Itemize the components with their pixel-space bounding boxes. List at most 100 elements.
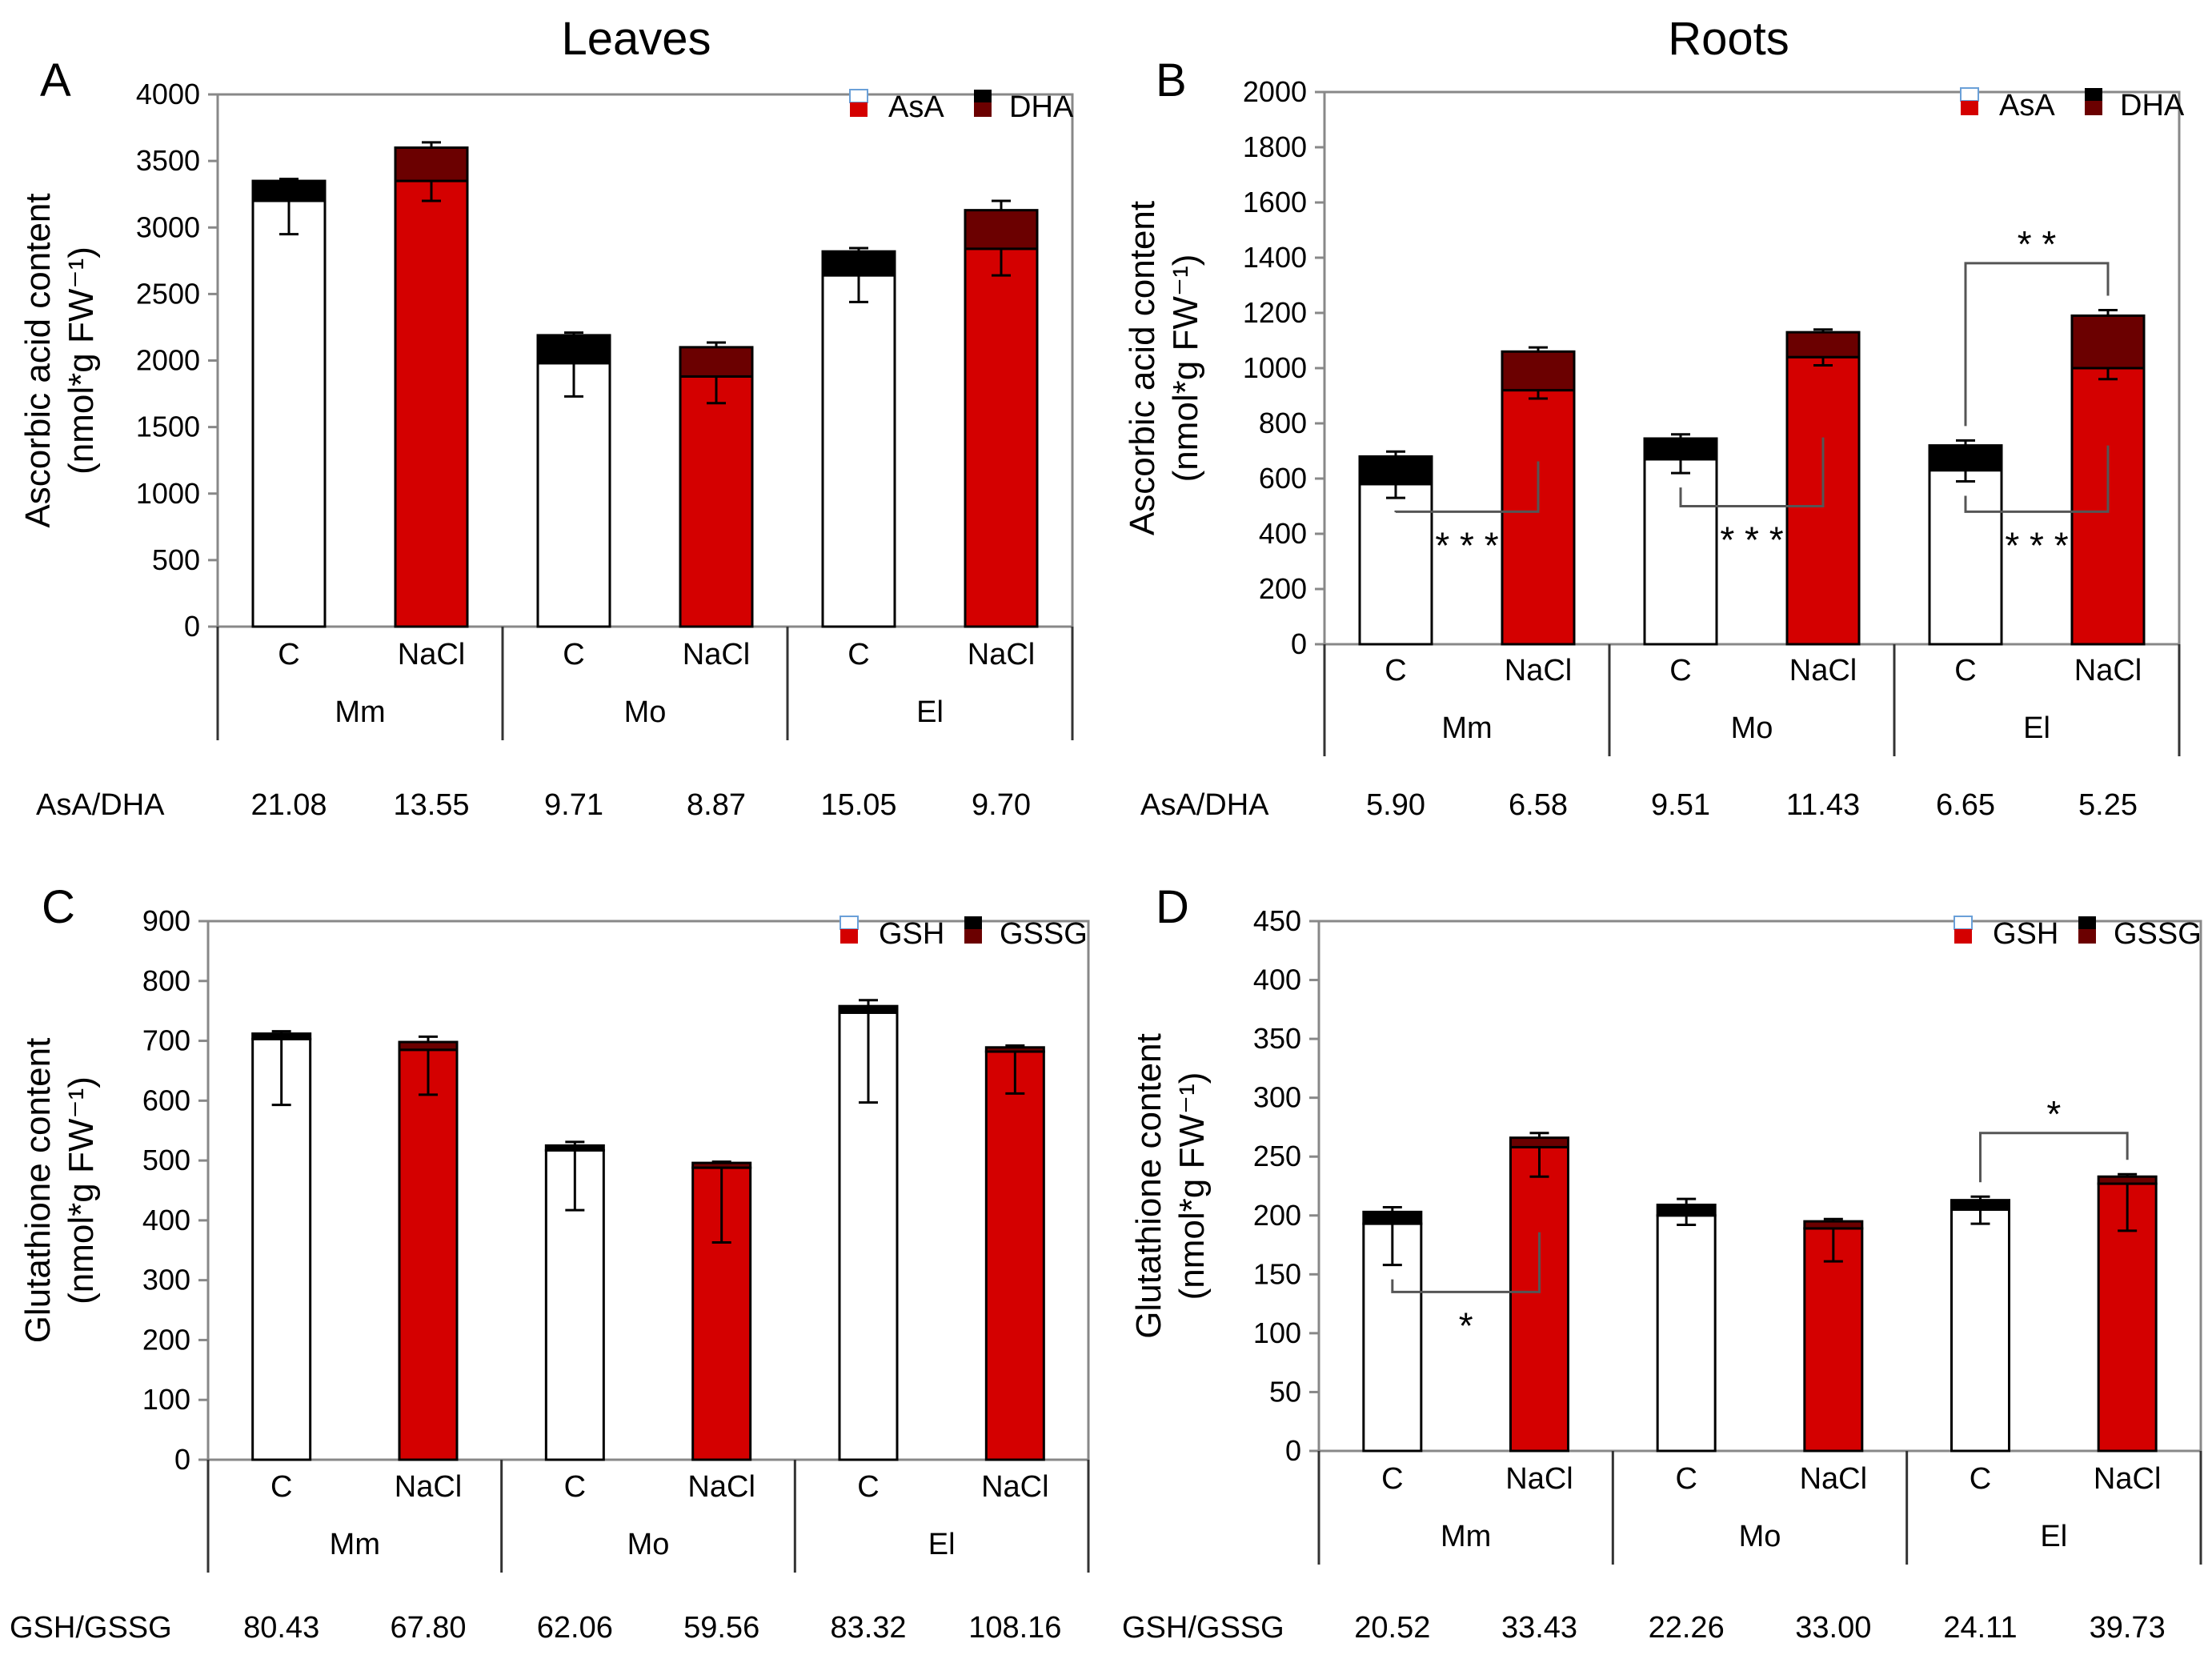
panel-c-plot-area <box>206 920 1090 1461</box>
panel-a-treatment-label: C <box>848 638 869 671</box>
panel-d-ratio-value: 33.00 <box>1795 1611 1871 1645</box>
panel-c-y-axis-label-line1: Glutathione content <box>18 1038 58 1344</box>
panel-d-plot-area <box>1317 920 2202 1453</box>
panel-a-legend-label-asa: AsA <box>888 90 944 124</box>
panel-c-y-tick-label: 500 <box>142 1144 190 1176</box>
panel-b-ratio-value: 11.43 <box>1786 788 1860 822</box>
panel-b-bar-dha <box>1785 331 1861 359</box>
panel-c-ratio-value: 62.06 <box>537 1611 613 1645</box>
panel-d-group-label-mo: Mo <box>1739 1520 1781 1553</box>
panel-c-legend-label-gsh: GSH <box>879 917 944 951</box>
panel-d-ratio-value: 33.43 <box>1501 1611 1577 1645</box>
panel-a-ratio-value: 9.71 <box>544 788 603 822</box>
panel-d-letter: D <box>1156 881 1189 933</box>
panel-d-y-tick-label: 200 <box>1253 1199 1301 1232</box>
panel-c-bar-gsh <box>398 1048 459 1461</box>
panel-d-legend-swatch-gsh-salt <box>1954 929 1972 944</box>
panel-b-significance-stars: * * * <box>1720 519 1783 561</box>
panel-a-y-tick-label: 0 <box>184 610 200 643</box>
panel-d-bar-gssg <box>1509 1136 1569 1148</box>
panel-d-y-axis-label: Glutathione content (nmol*g FW⁻¹) <box>1129 1033 1212 1339</box>
panel-d-ratio-value: 39.73 <box>2090 1611 2166 1645</box>
panel-b-bar-asa <box>1358 483 1433 646</box>
panel-d-significance-stars: * <box>1459 1304 1473 1346</box>
panel-a-bar-dha <box>251 179 327 202</box>
panel-c-bar-gssg <box>251 1032 312 1040</box>
panel-a-bar-dha <box>394 146 469 182</box>
panel-c-y-axis-label-line2: (nmol*g FW⁻¹) <box>62 1076 101 1304</box>
panel-a-y-tick-label: 4000 <box>136 78 200 110</box>
panel-c-bar-gssg <box>838 1004 899 1014</box>
panel-c-treatment-label: C <box>270 1470 292 1504</box>
panel-a-group-label-mm: Mm <box>335 695 385 729</box>
panel-c-legend-swatch-gsh <box>840 916 859 930</box>
panel-c-bar-gssg <box>544 1144 605 1152</box>
panel-b-group-label-mm: Mm <box>1441 711 1492 745</box>
panel-b-bar-dha <box>2070 314 2146 370</box>
panel-b-y-axis-label-line2: (nmol*g FW⁻¹) <box>1166 254 1205 483</box>
panel-d-y-tick-label: 250 <box>1253 1140 1301 1172</box>
panel-d-group-label-mm: Mm <box>1441 1520 1491 1553</box>
panel-d-y-axis-label-line1: Glutathione content <box>1129 1033 1168 1339</box>
panel-b-letter: B <box>1156 54 1187 106</box>
panel-c-ratio-value: 59.56 <box>683 1611 759 1645</box>
panel-b-bar-dha <box>1643 437 1718 461</box>
panel-a-y-tick-label: 3000 <box>136 210 200 243</box>
panel-a-letter: A <box>40 54 71 106</box>
panel-c-treatment-label: NaCl <box>395 1470 462 1504</box>
panel-b-significance-bracket <box>1679 437 1825 507</box>
panel-b-y-tick-label: 1000 <box>1243 351 1307 384</box>
panel-c-y-tick-label: 700 <box>142 1024 190 1057</box>
panel-d-y-tick-label: 50 <box>1269 1375 1301 1408</box>
panel-b-significance-stars: * * * <box>1435 524 1498 566</box>
panel-b-legend-swatch-asa-salt <box>1961 101 1978 115</box>
panel-c-group-label-mm: Mm <box>330 1528 380 1561</box>
panel-b-group-label-mo: Mo <box>1731 711 1773 745</box>
panel-b-legend-label-dha: DHA <box>2120 89 2185 122</box>
panel-a-y-axis-label: Ascorbic acid content (nmol*g FW⁻¹) <box>18 193 101 527</box>
panel-b-y-tick-label: 1800 <box>1243 130 1307 163</box>
panel-a-ratio-value: 9.70 <box>972 788 1031 822</box>
panel-d-y-tick-label: 450 <box>1253 904 1301 937</box>
panel-a-legend-swatch-dha-salt <box>974 102 992 117</box>
panel-c-bar-gssg <box>691 1161 752 1169</box>
panel-b-legend-swatch-asa <box>1960 87 1979 102</box>
panel-c-bar-gsh <box>251 1037 312 1461</box>
panel-d-legend-swatch-gsh <box>1954 916 1973 930</box>
panel-c-letter: C <box>42 881 75 933</box>
panel-b-treatment-label: C <box>1669 654 1691 687</box>
panel-b-significance-stars: * * * <box>2005 524 2068 566</box>
panel-b-ratio-value: 9.51 <box>1651 788 1710 822</box>
panel-c-ratio-value: 67.80 <box>390 1611 466 1645</box>
panel-d-y-axis-label-line2: (nmol*g FW⁻¹) <box>1172 1072 1212 1300</box>
panel-d-ratio-value: 24.11 <box>1943 1611 2017 1645</box>
panel-a-group-label-el: El <box>916 695 944 729</box>
panel-b-significance-bracket <box>1964 262 2110 427</box>
panel-a-treatment-label: NaCl <box>398 638 465 671</box>
panel-a-y-axis-label-line2: (nmol*g FW⁻¹) <box>62 246 101 475</box>
panel-d-legend-label-gsh: GSH <box>1993 917 2058 951</box>
panel-b-legend-swatch-dha <box>2085 88 2102 101</box>
panel-d-significance-stars: * <box>2046 1093 2061 1135</box>
panel-d-legend-swatch-gssg <box>2078 916 2096 929</box>
panel-d-bar-gsh <box>1803 1227 1864 1453</box>
panel-d-treatment-label: NaCl <box>1505 1462 1573 1496</box>
panel-a-y-tick-label: 3500 <box>136 144 200 177</box>
panel-d-bar-gsh <box>1656 1214 1717 1453</box>
panel-c: C 0 100 200 300 400 500 600 700 800 900 Glutathione… <box>10 881 1090 1645</box>
panel-b-y-tick-label: 600 <box>1259 462 1307 495</box>
panel-a-ratio-value: 15.05 <box>820 788 896 822</box>
panel-c-ratio-value: 80.43 <box>243 1611 319 1645</box>
panel-b-treatment-label: NaCl <box>1505 654 1572 687</box>
panel-a-legend-label-dha: DHA <box>1009 90 1074 124</box>
panel-a-ratio-value: 21.08 <box>250 788 327 822</box>
panel-d-y-tick-label: 150 <box>1253 1257 1301 1290</box>
panel-b-ratio-value: 6.58 <box>1509 788 1568 822</box>
panel-c-group-label-el: El <box>928 1528 956 1561</box>
panel-c-y-tick-label: 0 <box>174 1443 190 1476</box>
panel-a-bar-dha <box>536 334 611 365</box>
panel-b-treatment-label: NaCl <box>1789 654 1857 687</box>
panel-d-legend-swatch-gssg-salt <box>2078 929 2096 944</box>
panel-b-y-axis-label-line1: Ascorbic acid content <box>1123 201 1162 535</box>
